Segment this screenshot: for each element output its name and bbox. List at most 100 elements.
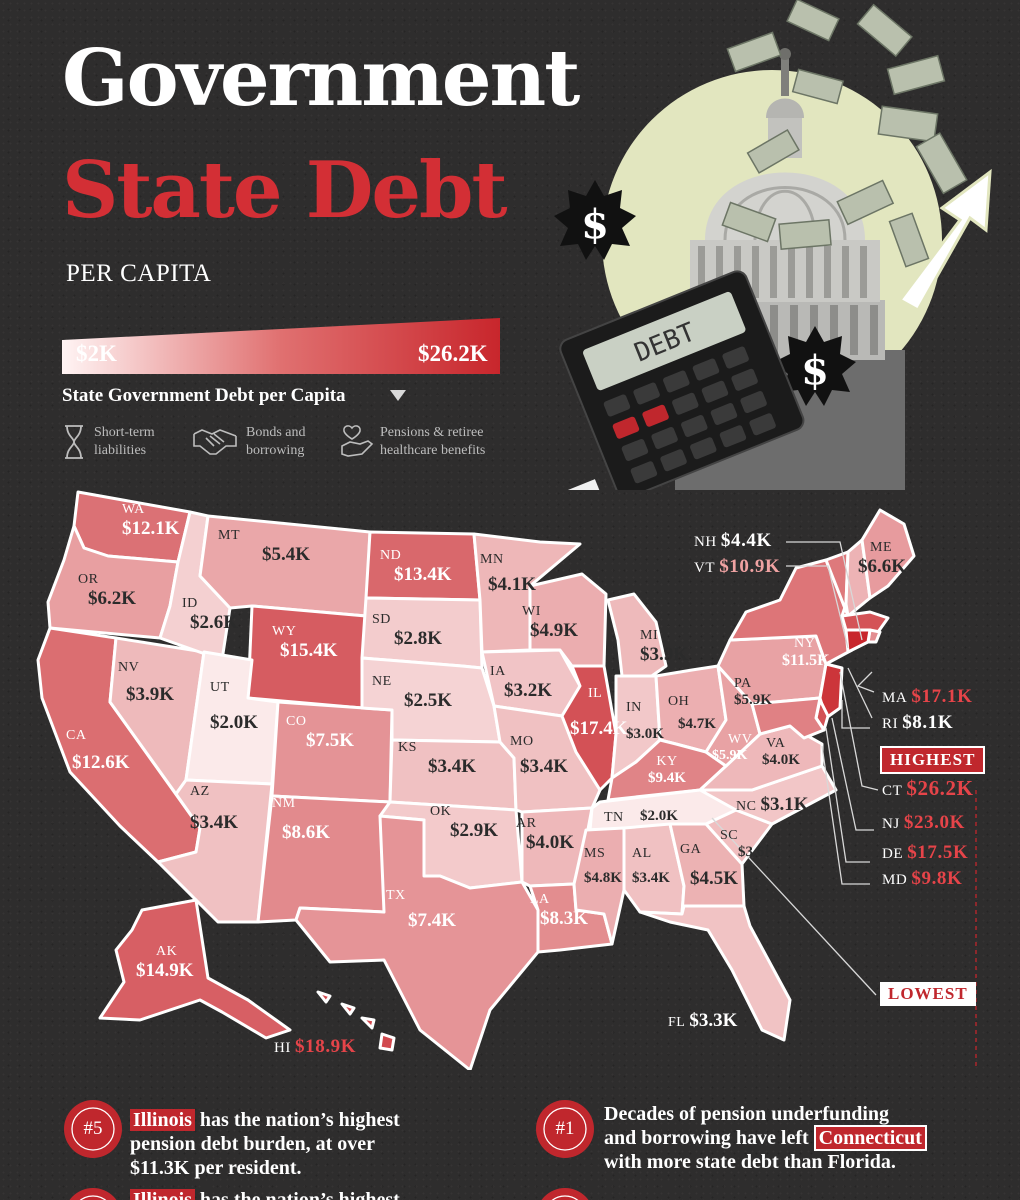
state-label-ar: AR $4.0K bbox=[516, 816, 575, 853]
legend-component-bonds: Bonds and borrowing bbox=[192, 424, 332, 460]
state-label-mo: MO $3.4K bbox=[510, 734, 569, 777]
dollar-seal-icon: $ bbox=[774, 326, 856, 406]
state-shape-ma bbox=[840, 610, 890, 634]
money-bills-image bbox=[721, 0, 968, 268]
title-line-1: Government bbox=[62, 33, 580, 124]
state-label-pa: PA $5.9K bbox=[734, 676, 772, 708]
state-label-nd: ND $13.4K bbox=[380, 548, 452, 585]
state-label-tx: TX $7.4K bbox=[386, 888, 457, 931]
rank-badge-5-text: #5 bbox=[83, 1118, 103, 1139]
state-shape-nj bbox=[818, 662, 844, 720]
fact-illinois: Illinois has the nation’s highest pensio… bbox=[130, 1109, 400, 1179]
component-label-1a: Short-term bbox=[94, 425, 155, 440]
dollar-seal-icon: $ bbox=[554, 180, 636, 260]
state-label-il: IL $17.4K bbox=[570, 686, 628, 739]
state-label-sd: SD $2.8K bbox=[372, 612, 443, 649]
component-label-3b: healthcare benefits bbox=[380, 443, 486, 458]
legend-component-short-term: Short-term liabilities bbox=[62, 424, 192, 460]
state-label-id: ID $2.6K bbox=[182, 596, 239, 633]
handshake-icon bbox=[193, 429, 237, 455]
rank-badge-5 bbox=[64, 1100, 122, 1158]
callout-md: MD $9.8K bbox=[882, 868, 963, 889]
state-shape-ct bbox=[844, 628, 872, 654]
state-shape-tx bbox=[294, 814, 540, 1070]
state-label-az: AZ $3.4K bbox=[190, 784, 239, 833]
subtitle: PER CAPITA bbox=[66, 260, 212, 287]
state-label-hi: HI $18.9K bbox=[274, 1036, 357, 1057]
legend-component-pensions: Pensions & retiree healthcare benefits bbox=[340, 424, 510, 460]
state-label-wi: WI $4.9K bbox=[522, 604, 579, 641]
component-label-1b: liabilities bbox=[94, 443, 147, 458]
svg-text:$: $ bbox=[801, 347, 829, 394]
state-label-mi: MI $3.9K bbox=[640, 628, 689, 665]
rank-badge-partial bbox=[62, 1186, 124, 1200]
component-label-2a: Bonds and bbox=[246, 425, 306, 440]
callout-ct: CT $26.2K bbox=[882, 776, 974, 800]
legend-max-label: $26.2K bbox=[418, 341, 488, 366]
callout-ma: MA $17.1K bbox=[882, 686, 973, 707]
state-label-fl: FL $3.3K bbox=[668, 1010, 738, 1031]
calculator-image: DEBT bbox=[554, 270, 805, 490]
state-label-ks: KS $3.4K bbox=[398, 740, 477, 777]
state-label-ne: NE $2.5K bbox=[372, 674, 453, 711]
rank-badge-1-text: #1 bbox=[555, 1118, 575, 1139]
state-label-co: CO $7.5K bbox=[286, 714, 355, 751]
state-label-la: LA $8.3K bbox=[530, 892, 589, 929]
triangle-down-icon bbox=[390, 390, 406, 401]
state-label-sc: SC $3.6K bbox=[720, 828, 776, 860]
state-shape-hi bbox=[316, 990, 396, 1052]
state-label-ms: MS $4.8K bbox=[584, 846, 622, 886]
legend-min-label: $2K bbox=[76, 341, 117, 366]
state-label-oh: OH $4.7K bbox=[668, 694, 716, 732]
state-label-tn: TN bbox=[604, 810, 624, 825]
rank-badge-1 bbox=[536, 1100, 594, 1158]
arrow-up-icon bbox=[897, 168, 992, 313]
callout-nh: NH $4.4K bbox=[694, 530, 772, 551]
component-label-3a: Pensions & retiree bbox=[380, 425, 484, 440]
state-shape-fl bbox=[638, 904, 792, 1042]
heart-hand-icon bbox=[341, 425, 374, 457]
state-label-mn: MN $4.1K bbox=[480, 552, 537, 595]
state-label-ak: AK $14.9K bbox=[136, 944, 194, 981]
state-label-or: OR $6.2K bbox=[78, 572, 137, 609]
callout-vt: VT $10.9K bbox=[694, 556, 781, 577]
highlight-illinois: Illinois bbox=[130, 1109, 195, 1131]
rank-badge-partial-2 bbox=[534, 1186, 596, 1200]
legend-title: State Government Debt per Capita bbox=[62, 385, 346, 406]
us-choropleth-map bbox=[36, 490, 977, 1070]
hourglass-icon bbox=[65, 425, 83, 459]
state-shape-mi bbox=[606, 592, 668, 682]
state-shape-ak bbox=[98, 898, 292, 1040]
state-label-wy: WY $15.4K bbox=[272, 624, 338, 661]
state-shape-il bbox=[560, 664, 618, 792]
state-label-al: AL $3.4K bbox=[632, 846, 670, 886]
state-label-tn-value: $2.0K bbox=[640, 808, 678, 824]
state-label-ia: IA $3.2K bbox=[490, 664, 553, 701]
state-label-nv: NV $3.9K bbox=[118, 660, 175, 705]
state-shape-vt bbox=[824, 550, 850, 618]
state-label-wa: WA $12.1K bbox=[122, 502, 180, 539]
state-label-ga: GA $4.5K bbox=[680, 842, 739, 889]
callout-nj: NJ $23.0K bbox=[882, 812, 966, 833]
callout-de: DE $17.5K bbox=[882, 842, 969, 863]
state-label-ca: CA $12.6K bbox=[66, 728, 130, 773]
state-label-ok: OK $2.9K bbox=[430, 804, 499, 841]
state-label-ky: KY $9.4K bbox=[648, 754, 686, 786]
state-label-in: IN $3.0K bbox=[626, 700, 664, 742]
fact-connecticut: Decades of pension underfunding and borr… bbox=[604, 1102, 1004, 1174]
state-label-nc: NC $3.1K bbox=[736, 794, 809, 815]
component-label-2b: borrowing bbox=[246, 443, 305, 458]
highest-tag: HIGHEST bbox=[880, 746, 986, 774]
state-label-ny: NY $11.5K bbox=[782, 636, 830, 669]
state-label-me: ME $6.6K bbox=[858, 540, 907, 577]
fact-partial: Illinois has the nation’s highest bbox=[130, 1188, 510, 1200]
callout-leader-lines bbox=[711, 541, 977, 1070]
svg-text:$: $ bbox=[581, 201, 609, 248]
callout-ri: RI $8.1K bbox=[882, 712, 954, 733]
state-label-nm: NM $8.6K bbox=[272, 796, 331, 843]
highlight-connecticut: Connecticut bbox=[813, 1125, 927, 1151]
state-label-va: VA $4.0K bbox=[762, 736, 800, 768]
title-line-2: State Debt bbox=[62, 145, 508, 236]
legend-gradient-bar bbox=[62, 318, 500, 374]
capitol-illustration: $ $ DEBT bbox=[554, 0, 992, 490]
